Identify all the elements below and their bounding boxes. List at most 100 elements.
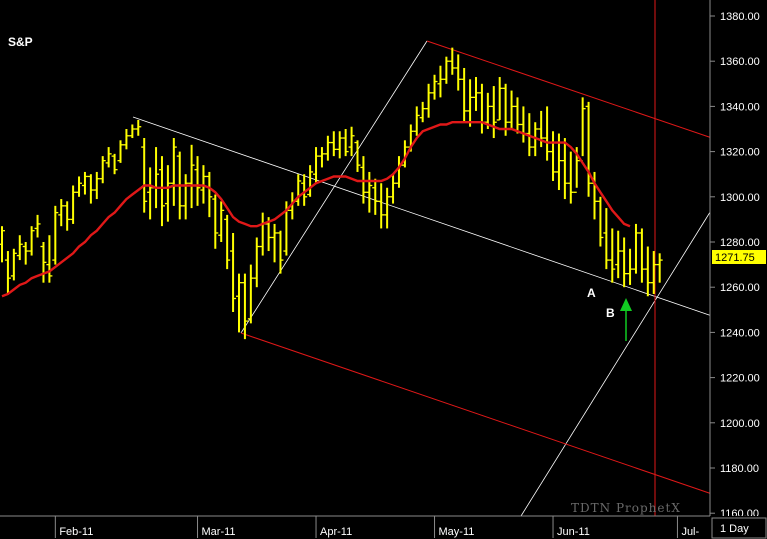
ohlc-bar (111, 153, 118, 175)
ohlc-bar (336, 131, 343, 159)
ohlc-bar (508, 90, 515, 129)
y-tick-label: 1200.00 (720, 418, 760, 430)
ohlc-bar (615, 230, 622, 279)
ohlc-bar (585, 101, 592, 197)
ohlc-bar (366, 171, 373, 213)
y-tick-label: 1260.00 (720, 282, 760, 294)
ohlc-bar (301, 174, 308, 206)
ohlc-bar (632, 223, 639, 274)
ohlc-bar (650, 251, 657, 294)
y-tick-label: 1300.00 (720, 192, 760, 204)
ohlc-bar (123, 129, 130, 150)
ohlc-bar (621, 237, 628, 288)
ohlc-bar (455, 54, 462, 91)
y-tick-label: 1320.00 (720, 147, 760, 159)
ohlc-bar (99, 156, 106, 184)
ohlc-bar (461, 67, 468, 123)
ohlc-bar (253, 237, 260, 288)
ohlc-bar (58, 199, 65, 227)
ohlc-bar (34, 214, 41, 238)
x-tick-label: Mar-11 (202, 526, 236, 538)
ohlc-bar (28, 226, 35, 256)
ohlc-bar (158, 156, 165, 227)
symbol-label: S&P (8, 35, 33, 49)
ohlc-bar (313, 147, 320, 184)
ohlc-bar (514, 97, 521, 134)
ohlc-bar (437, 65, 444, 98)
ohlc-bar (567, 151, 574, 204)
ohlc-bar (490, 86, 497, 139)
moving-average-layer (1, 120, 631, 298)
ohlc-bar (378, 183, 385, 229)
annotation-a: A (587, 286, 596, 300)
ohlc-bar (81, 171, 88, 195)
ohlc-bar (307, 165, 314, 197)
y-tick-label: 1240.00 (720, 327, 760, 339)
ohlc-bar (182, 174, 189, 220)
x-axis: Feb-11 Mar-11 Apr-11 May-11 Jun-11 Jul- (0, 515, 767, 539)
ohlc-bar (597, 196, 604, 247)
ohlc-bar (401, 140, 408, 168)
ohlc-bar (0, 226, 5, 263)
ohlc-bar (93, 171, 100, 200)
ohlc-bar (277, 230, 284, 274)
ohlc-bar (87, 174, 94, 204)
ohlc-bar (413, 106, 420, 136)
pitchfork-handle-line-2 (520, 208, 713, 517)
timeframe-box[interactable]: 1 Day (711, 517, 767, 539)
ohlc-bar (348, 126, 355, 157)
ohlc-bar (4, 251, 11, 294)
ohlc-bar (141, 138, 148, 213)
ohlc-bar (194, 156, 201, 206)
ohlc-bar (64, 201, 71, 231)
timeframe-label[interactable]: 1 Day (720, 523, 749, 535)
ohlc-bar (603, 208, 610, 270)
x-tick-label: May-11 (439, 526, 475, 538)
annotation-b: B (606, 306, 615, 320)
y-tick-label: 1340.00 (720, 101, 760, 113)
ohlc-bar (627, 248, 634, 285)
ohlc-bar (431, 74, 438, 100)
moving-average-line (1, 120, 631, 298)
y-tick-label: 1280.00 (720, 237, 760, 249)
x-tick-label: Apr-11 (320, 526, 352, 538)
ohlc-bar (40, 242, 47, 283)
ohlc-bar (638, 228, 645, 283)
ohlc-bar (164, 165, 171, 222)
ohlc-bar (212, 194, 219, 249)
x-tick-label: Feb-11 (59, 526, 93, 538)
ohlc-bar (496, 77, 503, 121)
pitchfork-handle-line-1 (240, 40, 428, 334)
trendline-overlay (132, 0, 713, 517)
ohlc-bar (76, 176, 83, 197)
last-price-tag: 1271.75 (712, 250, 766, 264)
ohlc-bar (561, 138, 568, 200)
ohlc-bar (473, 77, 479, 111)
ohlc-bar (354, 140, 361, 172)
ohlc-bar (206, 171, 213, 218)
ohlc-bar (135, 119, 142, 136)
ohlc-bar (419, 101, 426, 123)
ohlc-bar (502, 83, 509, 136)
ohlc-bar (170, 138, 177, 206)
ohlc-bar (22, 242, 29, 265)
ohlc-bar (324, 135, 331, 161)
ohlc-bar (46, 235, 53, 283)
upper-channel-line-red (426, 40, 713, 139)
ohlc-bar (241, 273, 248, 340)
median-line-white (132, 116, 713, 317)
ohlc-bar (271, 223, 278, 263)
y-tick-label: 1220.00 (720, 373, 760, 385)
ohlc-bar (656, 253, 663, 283)
ohlc-bar (16, 235, 23, 261)
ohlc-bar (544, 106, 551, 161)
ohlc-bar (236, 273, 242, 333)
ohlc-bar (372, 178, 379, 215)
x-tick-label: Jun-11 (557, 526, 590, 538)
ohlc-bar (467, 79, 474, 127)
ohlc-bar (247, 264, 254, 324)
y-tick-label: 1180.00 (720, 463, 759, 475)
ohlc-bar (188, 144, 195, 209)
